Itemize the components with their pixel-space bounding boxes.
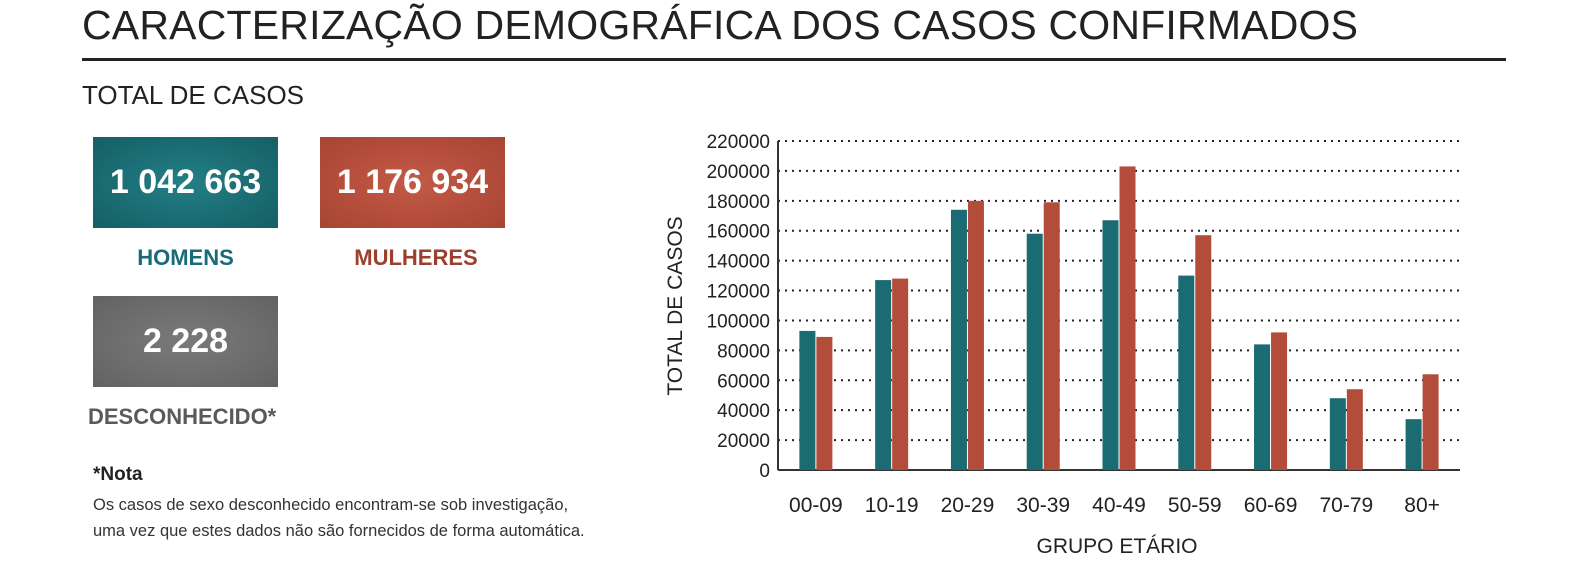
y-tick-label: 0 <box>759 461 770 482</box>
bar <box>1405 419 1422 470</box>
bar <box>1346 389 1363 470</box>
men-total-value: 1 042 663 <box>109 163 262 201</box>
women-total-box: 1 176 934 <box>320 137 505 228</box>
x-tick-label: 40-49 <box>1092 494 1146 517</box>
bar <box>1422 374 1439 470</box>
x-tick-label: 60-69 <box>1244 494 1298 517</box>
title-divider <box>82 58 1506 61</box>
bar <box>1026 233 1043 470</box>
y-tick-label: 120000 <box>707 282 770 303</box>
y-tick-label: 180000 <box>707 192 770 213</box>
x-tick-label: 30-39 <box>1016 494 1070 517</box>
bar <box>1195 235 1212 470</box>
x-tick-label: 50-59 <box>1168 494 1222 517</box>
bar <box>892 278 909 470</box>
note-line-1: Os casos de sexo desconhecido encontram-… <box>93 496 569 514</box>
y-tick-label: 40000 <box>717 401 770 422</box>
y-tick-label: 20000 <box>717 431 770 452</box>
bar <box>1254 344 1271 470</box>
bar <box>1329 398 1346 470</box>
note-title: *Nota <box>93 464 143 485</box>
bar <box>799 330 816 470</box>
y-axis-title: TOTAL DE CASOS <box>664 216 687 395</box>
bar <box>875 280 892 470</box>
bar <box>950 209 967 471</box>
bar <box>1271 332 1288 470</box>
section-title: TOTAL DE CASOS <box>82 80 305 110</box>
y-tick-label: 160000 <box>707 222 770 243</box>
x-tick-label: 80+ <box>1404 494 1440 517</box>
women-label: MULHERES <box>354 245 478 270</box>
bar <box>967 200 984 470</box>
page-title: CARACTERIZAÇÃO DEMOGRÁFICA DOS CASOS CON… <box>82 2 1359 48</box>
bar <box>1102 220 1119 470</box>
x-tick-label: 20-29 <box>941 494 995 517</box>
unknown-total-box: 2 228 <box>93 296 278 387</box>
y-tick-label: 200000 <box>707 162 770 183</box>
x-tick-label: 00-09 <box>789 494 843 517</box>
bar <box>1043 202 1060 470</box>
note-line-2: uma vez que estes dados não são fornecid… <box>93 522 585 540</box>
x-tick-label: 70-79 <box>1319 494 1373 517</box>
unknown-total-value: 2 228 <box>142 322 229 360</box>
bar <box>816 336 833 470</box>
men-label: HOMENS <box>137 245 234 270</box>
men-total-box: 1 042 663 <box>93 137 278 228</box>
x-tick-label: 10-19 <box>865 494 919 517</box>
y-tick-label: 80000 <box>717 341 770 362</box>
y-tick-label: 140000 <box>707 252 770 273</box>
women-total-value: 1 176 934 <box>336 163 489 201</box>
y-tick-label: 100000 <box>707 311 770 332</box>
y-tick-label: 60000 <box>717 371 770 392</box>
x-axis-title: GRUPO ETÁRIO <box>1036 535 1197 558</box>
bar <box>1119 166 1136 470</box>
bar <box>1178 275 1195 470</box>
unknown-label: DESCONHECIDO* <box>88 404 277 429</box>
note-text: Os casos de sexo desconhecido encontram-… <box>93 492 653 544</box>
y-tick-label: 220000 <box>707 132 770 153</box>
